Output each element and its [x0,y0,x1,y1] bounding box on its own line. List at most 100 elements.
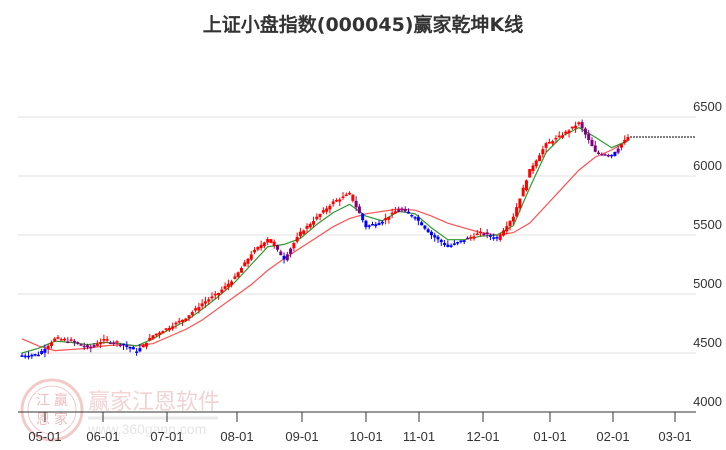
candle-body [298,231,302,237]
candle-body [459,240,463,243]
candle-body [380,221,384,224]
candle-body [82,345,86,348]
candle-body [276,245,280,250]
candle-body [587,133,591,141]
candle-body [302,230,306,235]
candle-body [619,144,623,148]
candle-body [249,254,253,260]
watermark-name: 赢家江恩软件 [88,390,220,415]
candle-body [538,155,542,162]
x-tick-label: 09-01 [285,429,318,444]
candle-body [112,342,116,344]
candle-body [551,141,555,144]
candle-body [158,332,162,335]
candle-body [410,214,414,217]
candle-body [69,339,73,341]
candle-body [344,194,348,197]
candle-body [387,216,391,220]
y-tick-label: 5000 [693,276,722,291]
candle-body [53,338,57,342]
candle-body [472,236,476,239]
candle-body [469,236,473,239]
candle-body [49,342,53,347]
candle-body [574,125,578,129]
candle-body [315,216,319,220]
candle-body [623,139,627,143]
candle-body [544,143,548,148]
candle-body [177,320,181,323]
x-tick-label: 06-01 [86,429,119,444]
candle-body [384,218,388,221]
candle-body [570,126,574,129]
candle-body [446,244,450,247]
candle-body [541,149,545,155]
candle-body [282,255,286,260]
candle-body [200,303,204,307]
candle-body [135,351,139,353]
candle-body [246,258,250,264]
candle-body [181,319,185,322]
gridlines [18,116,696,354]
candle-body [148,337,152,341]
candle-body [30,354,34,357]
candle-body [403,209,407,212]
candle-body [560,135,564,138]
candle-body [243,262,247,267]
candle-body [524,180,528,191]
candle-body [171,326,175,329]
candle-body [33,354,37,356]
candle-body [534,160,538,167]
y-tick-label: 4000 [693,394,722,409]
seal-char: 家 [54,411,68,428]
candle-body [508,221,512,226]
x-tick-label: 10-01 [349,429,382,444]
candle-body [187,315,191,319]
candle-body [92,345,96,347]
candle-body [23,355,27,358]
x-tick-label: 08-01 [220,429,253,444]
candle-body [36,354,40,357]
candle-body [554,137,558,140]
candle-body [125,345,129,347]
candle-body [597,152,601,155]
candle-body [167,327,171,331]
candle-body [397,209,401,213]
candle-body [475,233,479,236]
candle-body [63,338,67,341]
candle-body [76,342,80,344]
candle-body [161,331,165,334]
candle-body [108,342,112,344]
candle-body [577,122,581,125]
candle-body [341,196,345,198]
candle-body [426,229,430,233]
candle-body [122,343,126,346]
candle-body [141,344,145,348]
y-tick-label: 6000 [693,158,722,173]
candle-body [515,207,519,217]
candle-body [138,348,142,352]
seal-char: 恩 [36,412,50,428]
candle-body [479,231,483,234]
candle-body [482,233,486,236]
candle-body [505,226,509,232]
candle-body [151,335,155,339]
candle-body [184,318,188,321]
candle-body [321,210,325,213]
candle-body [518,198,522,209]
candle-body [289,248,293,254]
candle-body [485,232,489,235]
candle-body [338,199,342,202]
candle-body [207,299,211,302]
candle-body [144,342,148,347]
candle-body [194,308,198,311]
candle-body [217,292,221,296]
candle-body [89,346,93,349]
candle-body [203,301,207,304]
candle-body [498,234,502,240]
candle-body [131,347,135,350]
candle-body [390,212,394,215]
candle-body [266,239,270,243]
y-tick-label: 6500 [693,99,722,114]
candle-body [547,141,551,144]
